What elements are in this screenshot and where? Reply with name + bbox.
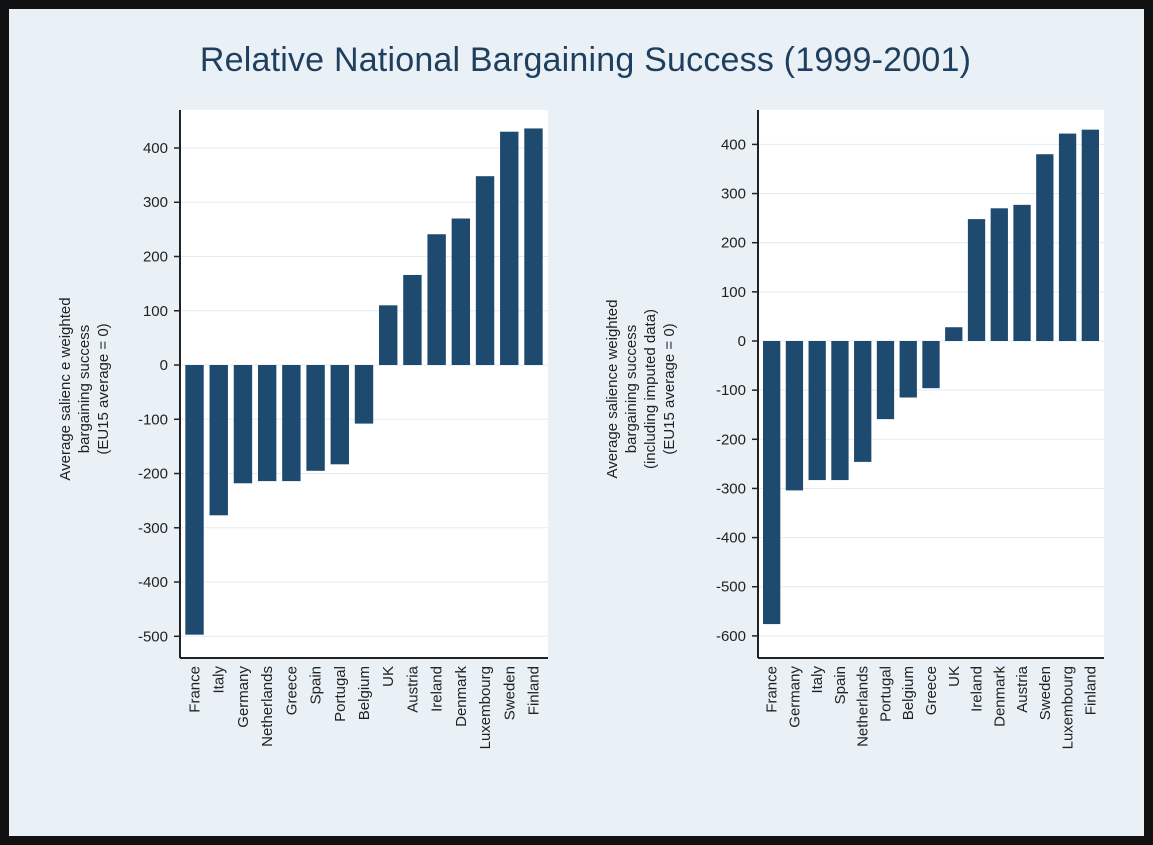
bar-netherlands bbox=[257, 365, 277, 482]
bar-greece bbox=[282, 365, 301, 482]
bar-netherlands bbox=[854, 340, 872, 462]
x-category-label: Ireland bbox=[969, 666, 986, 712]
figure-title: Relative National Bargaining Success (19… bbox=[199, 41, 972, 79]
y-axis-label: Average salienc e weighted bbox=[57, 297, 74, 480]
bar-france bbox=[185, 365, 204, 635]
x-category-label: Belgium bbox=[356, 666, 373, 720]
y-axis-label: (including imputed data) bbox=[642, 309, 659, 469]
y-tick-label: -300 bbox=[716, 480, 746, 497]
bar-austria bbox=[403, 274, 422, 366]
x-category-label: Ireland bbox=[429, 666, 446, 712]
x-category-label: Netherlands bbox=[259, 666, 276, 747]
x-category-label: Finland bbox=[1082, 666, 1099, 715]
bar-portugal bbox=[330, 365, 349, 465]
chart-2: 400 300 200 100 0 -100 -200 -300 -400 -500 -600 Fra… bbox=[604, 110, 1104, 749]
y-tick-label: -200 bbox=[716, 431, 746, 448]
y-axis-label: bargaining success bbox=[623, 325, 640, 453]
x-category-label: Germany bbox=[786, 666, 803, 728]
bar-belgium bbox=[899, 340, 917, 398]
x-category-label: Germany bbox=[235, 666, 252, 728]
bar-spain bbox=[831, 340, 849, 481]
y-axis-label: bargaining success bbox=[76, 325, 93, 453]
y-tick-label: 400 bbox=[721, 136, 746, 153]
x-category-label: France bbox=[764, 666, 781, 713]
y-axis-label: Average salience weighted bbox=[604, 299, 621, 478]
y-tick-label: -200 bbox=[138, 466, 168, 483]
x-category-label: Spain bbox=[832, 666, 849, 704]
y-tick-label: 400 bbox=[143, 140, 168, 157]
x-category-label: Sweden bbox=[501, 666, 518, 720]
bar-denmark bbox=[451, 218, 471, 366]
x-category-label: Denmark bbox=[453, 666, 470, 727]
y-tick-label: 300 bbox=[721, 186, 746, 203]
y-axis-label: (EU15 average = 0) bbox=[95, 323, 112, 454]
x-category-label: Austria bbox=[1014, 665, 1031, 712]
bar-germany bbox=[785, 340, 804, 491]
x-category-label: Greece bbox=[923, 666, 940, 715]
x-category-label: Denmark bbox=[991, 666, 1008, 727]
bar-greece bbox=[922, 340, 940, 389]
y-tick-label: -100 bbox=[138, 411, 168, 428]
x-category-label: France bbox=[187, 666, 204, 713]
bar-italy bbox=[209, 365, 228, 516]
x-category-label: Belgium bbox=[900, 666, 917, 720]
y-tick-label: 0 bbox=[160, 357, 168, 374]
bar-italy bbox=[808, 340, 826, 481]
y-tick-label: 100 bbox=[721, 284, 746, 301]
y-tick-label: 0 bbox=[738, 333, 746, 350]
bar-denmark bbox=[990, 208, 1008, 341]
bar-uk bbox=[945, 327, 963, 341]
bar-ireland bbox=[427, 234, 446, 366]
bar-luxembourg bbox=[1058, 133, 1077, 341]
x-category-label: Portugal bbox=[877, 666, 894, 722]
x-category-label: Italy bbox=[211, 666, 228, 694]
x-category-label: Finland bbox=[525, 666, 542, 715]
y-tick-label: -300 bbox=[138, 520, 168, 537]
y-tick-label: -400 bbox=[138, 574, 168, 591]
bar-austria bbox=[1013, 204, 1031, 341]
y-tick-label: 100 bbox=[143, 303, 168, 320]
bar-portugal bbox=[876, 340, 895, 420]
bar-sweden bbox=[500, 131, 519, 366]
x-category-label: Luxembourg bbox=[477, 666, 494, 749]
y-tick-label: -500 bbox=[716, 579, 746, 596]
y-axis-label: (EU15 average = 0) bbox=[661, 323, 678, 454]
y-tick-label: 200 bbox=[721, 235, 746, 252]
y-tick-label: -400 bbox=[716, 530, 746, 547]
bar-france bbox=[763, 340, 781, 625]
x-category-label: Greece bbox=[283, 666, 300, 715]
y-tick-label: 300 bbox=[143, 194, 168, 211]
y-tick-label: -100 bbox=[716, 382, 746, 399]
bar-finland bbox=[524, 128, 543, 366]
x-category-label: Austria bbox=[404, 665, 421, 712]
bar-germany bbox=[233, 365, 253, 484]
chart-1: 400 300 200 100 0 -100 -200 -300 -400 -500 France I… bbox=[57, 110, 548, 749]
x-category-label: Netherlands bbox=[855, 666, 872, 747]
x-category-label: Luxembourg bbox=[1060, 666, 1077, 749]
bar-uk bbox=[379, 305, 398, 366]
x-category-label: Sweden bbox=[1037, 666, 1054, 720]
y-tick-label: 200 bbox=[143, 248, 168, 265]
bar-luxembourg bbox=[475, 176, 495, 366]
y-tick-label: -500 bbox=[138, 628, 168, 645]
bar-spain bbox=[306, 365, 325, 471]
bar-belgium bbox=[354, 365, 374, 424]
bar-finland bbox=[1081, 129, 1099, 341]
x-category-label: UK bbox=[946, 666, 963, 687]
bar-sweden bbox=[1036, 154, 1054, 341]
x-category-label: Italy bbox=[809, 666, 826, 694]
y-tick-label: -600 bbox=[716, 628, 746, 645]
x-category-label: UK bbox=[380, 666, 397, 687]
x-category-label: Spain bbox=[308, 666, 325, 704]
x-category-label: Portugal bbox=[332, 666, 349, 722]
bar-ireland bbox=[967, 219, 986, 341]
